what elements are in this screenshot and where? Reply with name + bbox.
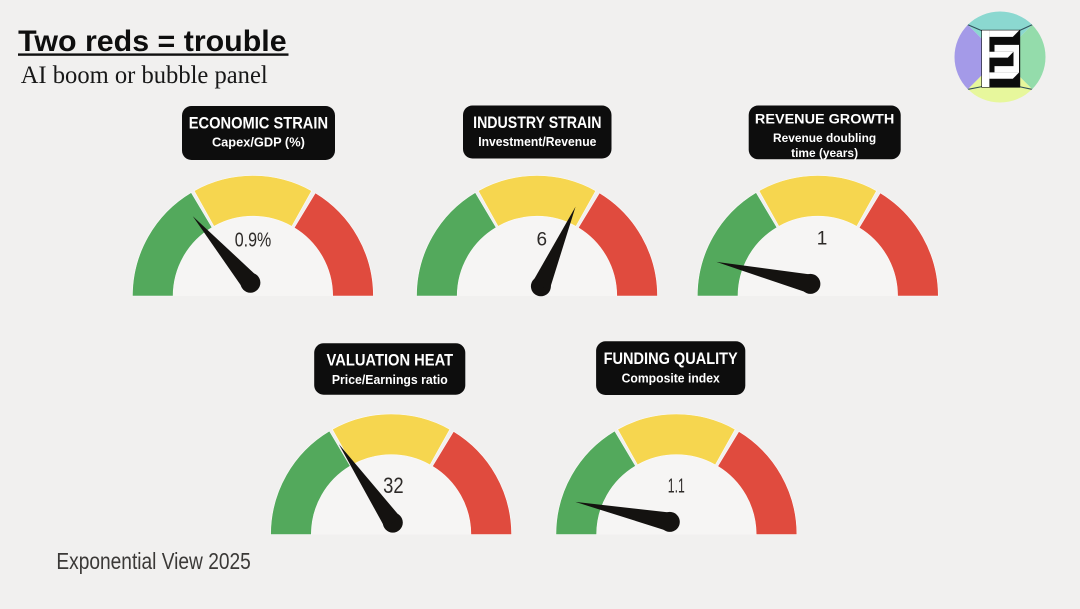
svg-text:6: 6 [537, 230, 548, 251]
svg-text:ECONOMIC STRAIN: ECONOMIC STRAIN [189, 114, 328, 132]
svg-text:Investment/Revenue: Investment/Revenue [478, 134, 596, 149]
svg-text:Composite index: Composite index [622, 370, 721, 385]
svg-text:REVENUE GROWTH: REVENUE GROWTH [755, 111, 894, 126]
svg-text:FUNDING QUALITY: FUNDING QUALITY [604, 350, 738, 368]
svg-text:Two reds = trouble: Two reds = trouble [18, 25, 287, 58]
svg-text:1.1: 1.1 [668, 476, 685, 498]
svg-text:Price/Earnings ratio: Price/Earnings ratio [332, 372, 448, 387]
svg-text:0.9%: 0.9% [235, 230, 272, 252]
svg-text:VALUATION HEAT: VALUATION HEAT [327, 352, 454, 370]
svg-text:Revenue doubling: Revenue doubling [773, 132, 876, 145]
svg-text:32: 32 [383, 473, 404, 498]
svg-text:time (years): time (years) [791, 147, 858, 160]
svg-text:AI boom or bubble panel: AI boom or bubble panel [21, 60, 268, 89]
svg-text:Exponential View 2025: Exponential View 2025 [56, 548, 250, 574]
svg-text:Capex/GDP (%): Capex/GDP (%) [212, 135, 305, 150]
svg-text:INDUSTRY STRAIN: INDUSTRY STRAIN [473, 114, 601, 132]
svg-text:1: 1 [817, 229, 828, 250]
